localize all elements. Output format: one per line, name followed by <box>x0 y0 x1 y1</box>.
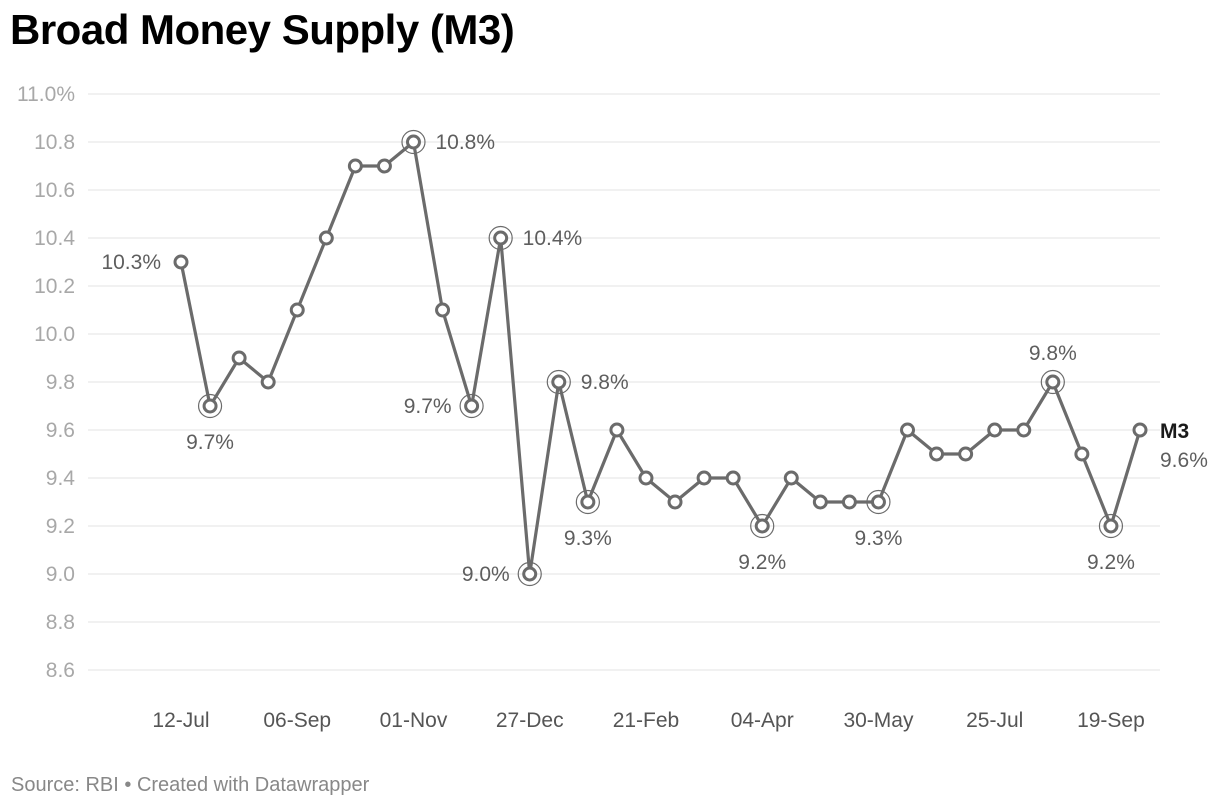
y-tick-label: 9.8 <box>46 371 75 394</box>
x-tick-label: 12-Jul <box>152 709 209 732</box>
highlight-ring <box>401 129 426 155</box>
gridlines <box>88 93 1160 671</box>
data-label: 9.8% <box>1029 342 1077 365</box>
data-point <box>696 470 712 486</box>
x-tick-label: 01-Nov <box>380 709 448 732</box>
data-point <box>1132 422 1148 438</box>
data-point <box>347 158 363 174</box>
data-point <box>1103 518 1119 534</box>
series-end-value: 9.6% <box>1160 449 1208 472</box>
data-label: 9.3% <box>855 527 903 550</box>
data-point <box>987 422 1003 438</box>
data-label: 9.0% <box>462 563 510 586</box>
x-tick-label: 19-Sep <box>1077 709 1145 732</box>
data-point <box>870 494 886 510</box>
data-point <box>260 374 276 390</box>
data-label: 9.8% <box>581 371 629 394</box>
highlight-ring <box>575 489 600 515</box>
y-tick-label: 9.6 <box>46 419 75 442</box>
x-tick-label: 25-Jul <box>966 709 1023 732</box>
data-point <box>289 302 305 318</box>
data-label: 9.2% <box>738 551 786 574</box>
highlight-ring <box>488 225 513 251</box>
data-point <box>900 422 916 438</box>
y-tick-label: 10.6 <box>34 179 75 202</box>
data-point <box>376 158 392 174</box>
highlight-ring <box>459 393 484 419</box>
y-tick-label: 9.0 <box>46 563 75 586</box>
data-point <box>841 494 857 510</box>
highlight-ring <box>1098 513 1124 539</box>
data-point <box>929 446 945 462</box>
y-tick-label: 9.4 <box>46 467 76 490</box>
series-points <box>173 129 1148 587</box>
data-point <box>318 230 334 246</box>
data-point <box>783 470 799 486</box>
data-labels: 10.3% 9.7% 10.8% 9.7% 10.4% 9.0% 9.8% 9.3% 9.2% 9… <box>101 131 1207 586</box>
data-label: 10.8% <box>435 131 495 154</box>
data-label: 10.4% <box>523 227 583 250</box>
data-point <box>580 494 596 510</box>
x-tick-label: 06-Sep <box>263 709 331 732</box>
x-axis-ticks: 12-Jul 06-Sep 01-Nov 27-Dec 21-Feb 04-Apr 30-M… <box>152 709 1144 732</box>
series-name-label: M3 <box>1160 420 1189 443</box>
y-tick-label: 8.6 <box>46 659 75 682</box>
data-label: 10.3% <box>101 251 161 274</box>
chart-source-note: Source: RBI • Created with Datawrapper <box>11 774 370 796</box>
data-point <box>551 374 567 390</box>
highlight-ring <box>517 561 542 587</box>
series-line-layer <box>179 140 1142 576</box>
y-tick-label: 8.8 <box>46 611 75 634</box>
data-point <box>1045 374 1061 390</box>
x-tick-label: 04-Apr <box>731 709 794 732</box>
data-point <box>1074 446 1090 462</box>
data-point <box>1016 422 1032 438</box>
y-tick-label: 10.8 <box>34 131 75 154</box>
data-point <box>725 470 741 486</box>
data-point <box>405 134 421 150</box>
y-tick-label: 9.2 <box>46 515 75 538</box>
highlight-ring <box>866 489 891 515</box>
x-tick-label: 21-Feb <box>613 709 680 732</box>
series-line-m3 <box>179 140 1142 576</box>
y-tick-label: 10.4 <box>34 227 75 250</box>
highlight-ring <box>1040 369 1065 395</box>
data-point <box>958 446 974 462</box>
y-axis-ticks: 11.0% 10.8 10.6 10.4 10.2 10.0 9.8 9.6 9.4 9.2 9.0… <box>17 83 75 682</box>
x-tick-label: 27-Dec <box>496 709 564 732</box>
data-point <box>493 230 509 246</box>
data-point <box>231 350 247 366</box>
data-point <box>754 518 770 534</box>
y-tick-label: 10.2 <box>34 275 75 298</box>
highlight-ring <box>750 513 775 539</box>
highlight-ring <box>546 369 571 395</box>
data-point <box>638 470 654 486</box>
highlight-ring <box>197 393 223 419</box>
y-tick-label: 10.0 <box>34 323 75 346</box>
x-tick-label: 30-May <box>843 709 914 732</box>
data-label: 9.7% <box>186 431 234 454</box>
data-point <box>173 254 189 270</box>
data-point <box>609 422 625 438</box>
data-point <box>435 302 451 318</box>
data-point <box>812 494 828 510</box>
data-point <box>667 494 683 510</box>
data-point <box>202 398 218 414</box>
chart-title: Broad Money Supply (M3) <box>10 6 515 53</box>
y-tick-label: 11.0% <box>17 83 75 106</box>
data-label: 9.3% <box>564 527 612 550</box>
data-point <box>464 398 480 414</box>
data-label: 9.2% <box>1087 551 1135 574</box>
data-point <box>522 566 538 582</box>
data-label: 9.7% <box>404 395 452 418</box>
